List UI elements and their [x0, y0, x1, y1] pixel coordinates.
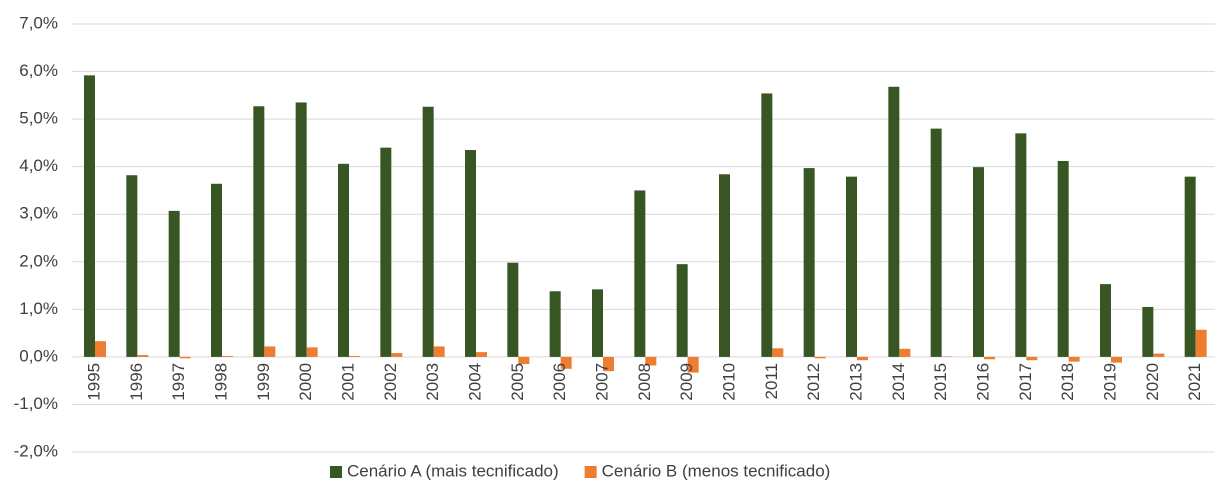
bar — [772, 348, 784, 357]
bar — [338, 163, 349, 357]
x-tick-label: 2011 — [762, 363, 781, 400]
bar — [476, 352, 487, 357]
x-tick-label: 2013 — [846, 363, 865, 401]
y-tick-label: 4,0% — [19, 156, 58, 175]
bar — [168, 210, 180, 357]
legend-label: Cenário A (mais tecnificado) — [347, 461, 559, 480]
bar — [1057, 160, 1069, 357]
bar — [211, 183, 222, 357]
x-tick-label: 2005 — [508, 363, 527, 401]
bar — [380, 147, 392, 357]
bar — [1111, 356, 1122, 363]
bar — [1153, 353, 1165, 357]
bar — [222, 355, 233, 357]
bar — [761, 93, 773, 357]
bar — [518, 356, 530, 365]
bar — [846, 176, 857, 357]
x-tick-label: 2010 — [719, 363, 738, 401]
bar — [645, 356, 657, 366]
bar — [1068, 356, 1080, 362]
bar — [719, 174, 730, 357]
x-tick-label: 2008 — [635, 363, 654, 401]
x-tick-label: 1998 — [211, 363, 230, 401]
bar — [507, 262, 519, 357]
bar — [137, 354, 149, 357]
bar — [349, 355, 360, 357]
bar — [687, 356, 699, 373]
bar — [899, 348, 911, 357]
x-tick-label: 2019 — [1100, 363, 1119, 401]
x-tick-label: 2002 — [381, 363, 400, 401]
bar — [253, 106, 265, 357]
x-tick-label: 1996 — [127, 363, 146, 401]
legend-swatch — [330, 466, 342, 478]
x-tick-label: 2015 — [931, 363, 950, 401]
bar — [592, 289, 603, 357]
bar — [465, 150, 476, 357]
bar — [1026, 356, 1038, 361]
x-tick-label: 2004 — [465, 363, 484, 401]
x-tick-label: 2020 — [1143, 363, 1162, 401]
y-tick-label: 7,0% — [19, 13, 58, 32]
bar — [634, 190, 646, 357]
bar — [814, 356, 826, 359]
y-tick-label: 6,0% — [19, 61, 58, 80]
legend-swatch — [584, 466, 597, 478]
x-tick-label: 2016 — [973, 363, 992, 401]
bar — [295, 102, 307, 357]
bar — [676, 264, 688, 357]
x-tick-label: 2007 — [592, 363, 611, 401]
bar — [264, 346, 276, 357]
bar — [433, 346, 445, 357]
x-tick-label: 2003 — [423, 363, 442, 401]
y-tick-label: 1,0% — [19, 299, 58, 318]
x-tick-label: 2021 — [1185, 363, 1204, 401]
x-tick-label: 2018 — [1058, 363, 1077, 401]
bar — [1100, 284, 1111, 357]
x-tick-label: 1995 — [84, 363, 103, 401]
y-tick-label: -2,0% — [14, 441, 58, 460]
bar — [1184, 176, 1196, 357]
bar — [306, 347, 318, 357]
x-tick-label: 2001 — [338, 363, 357, 401]
bar — [984, 356, 995, 360]
bar — [888, 86, 900, 357]
bar — [422, 106, 434, 357]
x-tick-label: 1997 — [169, 363, 188, 401]
legend-label: Cenário B (menos tecnificado) — [602, 461, 831, 480]
y-tick-label: -1,0% — [14, 394, 58, 413]
bar — [973, 167, 984, 357]
bar — [930, 128, 942, 357]
bar — [95, 341, 106, 357]
x-tick-label: 2000 — [296, 363, 315, 401]
bar — [126, 175, 138, 357]
bar — [391, 353, 403, 357]
y-tick-label: 0,0% — [19, 346, 58, 365]
x-tick-label: 2012 — [804, 363, 823, 401]
bar — [560, 356, 572, 369]
bar — [1142, 306, 1154, 357]
bar — [1015, 133, 1027, 357]
y-tick-label: 5,0% — [19, 109, 58, 128]
bar — [603, 356, 614, 372]
bar — [179, 356, 191, 359]
y-tick-label: 3,0% — [19, 204, 58, 223]
x-tick-label: 2014 — [889, 363, 908, 401]
x-tick-label: 2009 — [677, 363, 696, 401]
x-tick-label: 2006 — [550, 363, 569, 401]
bar — [84, 75, 95, 357]
x-tick-label: 1999 — [254, 363, 273, 401]
bar — [549, 291, 561, 357]
y-tick-label: 2,0% — [19, 251, 58, 270]
bar — [857, 356, 868, 361]
bar — [803, 168, 815, 357]
bar — [1195, 329, 1207, 357]
x-tick-label: 2017 — [1016, 363, 1035, 401]
